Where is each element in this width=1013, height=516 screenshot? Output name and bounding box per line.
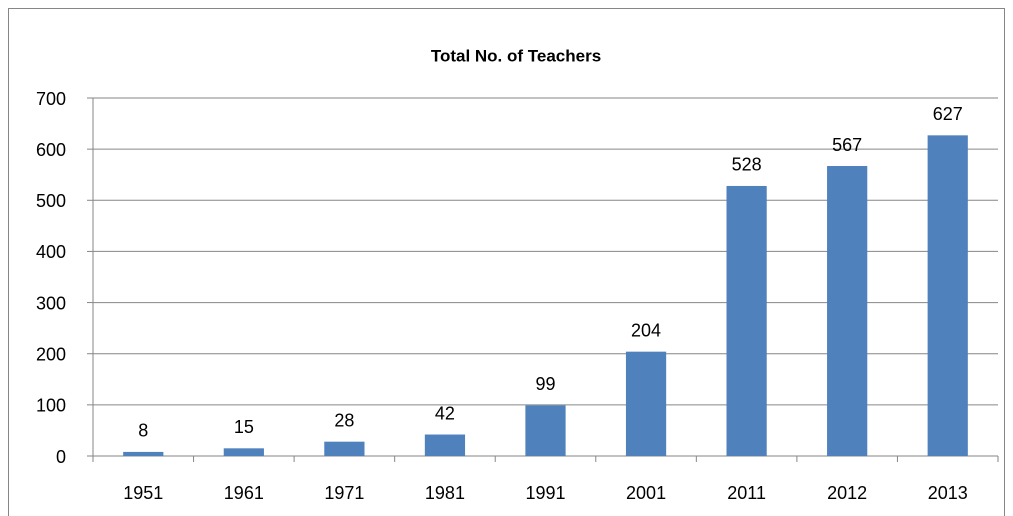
bar bbox=[525, 405, 566, 456]
x-tick-label: 2011 bbox=[727, 483, 766, 503]
y-tick-label: 500 bbox=[36, 191, 66, 211]
data-label: 567 bbox=[832, 135, 862, 155]
x-tick-label: 2013 bbox=[928, 483, 968, 503]
x-tick-label: 1991 bbox=[525, 483, 565, 503]
x-tick-label: 2012 bbox=[827, 483, 867, 503]
x-tick-label: 1951 bbox=[123, 483, 163, 503]
bar bbox=[424, 434, 466, 456]
data-label: 42 bbox=[435, 403, 455, 423]
x-tick-label: 2001 bbox=[626, 483, 666, 503]
x-tick-label: 1961 bbox=[224, 483, 264, 503]
bar bbox=[123, 451, 164, 456]
data-label: 204 bbox=[631, 320, 661, 340]
data-label: 28 bbox=[334, 410, 354, 430]
data-label: 627 bbox=[933, 104, 963, 124]
x-tick-label: 1981 bbox=[425, 483, 465, 503]
bar bbox=[223, 448, 264, 456]
bar bbox=[927, 135, 968, 456]
bar bbox=[324, 441, 365, 456]
data-label: 8 bbox=[138, 421, 148, 441]
data-label: 15 bbox=[234, 417, 254, 437]
data-label: 99 bbox=[535, 374, 555, 394]
chart-title: Total No. of Teachers bbox=[431, 46, 601, 65]
bar bbox=[827, 166, 868, 456]
x-tick-label: 1971 bbox=[324, 483, 364, 503]
y-tick-label: 200 bbox=[36, 344, 66, 364]
data-label: 528 bbox=[732, 155, 762, 175]
y-tick-label: 300 bbox=[36, 293, 66, 313]
bar bbox=[726, 185, 767, 457]
y-tick-label: 100 bbox=[36, 396, 66, 416]
y-tick-label: 400 bbox=[36, 242, 66, 262]
bar bbox=[625, 351, 667, 456]
y-tick-label: 600 bbox=[36, 140, 66, 160]
y-tick-label: 0 bbox=[56, 447, 66, 467]
y-tick-label: 700 bbox=[36, 89, 66, 109]
